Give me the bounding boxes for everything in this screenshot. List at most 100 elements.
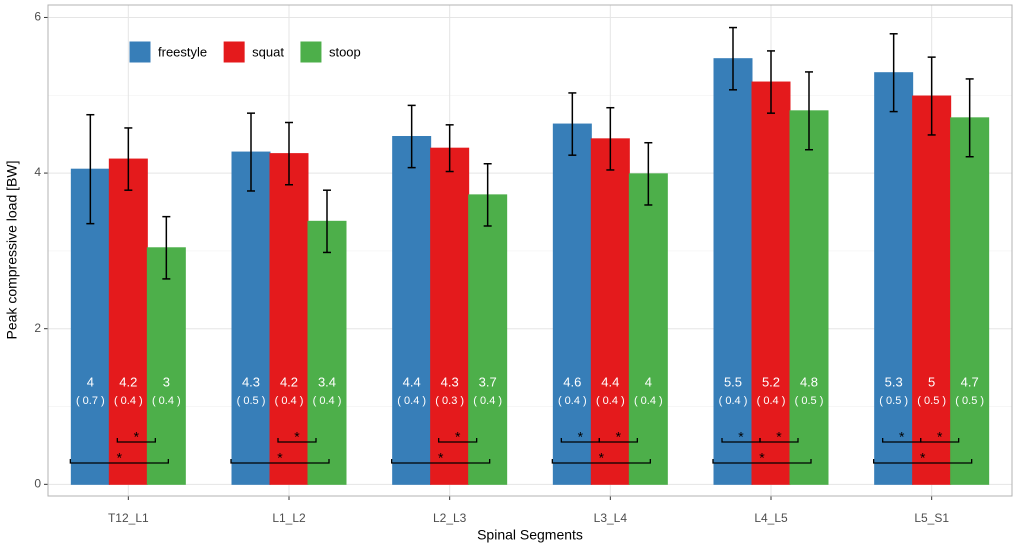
significance-label: *	[616, 429, 622, 445]
bar	[590, 138, 630, 485]
significance-label: *	[738, 429, 744, 445]
significance-bracket	[551, 459, 651, 464]
significance-label: *	[117, 450, 123, 466]
significance-bracket	[598, 438, 638, 443]
legend-swatch	[129, 41, 151, 63]
significance-label: *	[578, 429, 584, 445]
significance-bracket	[69, 459, 169, 464]
value-label: 4.4	[601, 374, 619, 389]
significance-label: *	[277, 450, 283, 466]
significance-bracket	[277, 438, 317, 443]
error-label: ( 0.5 )	[879, 395, 908, 407]
value-label: 3.4	[318, 374, 336, 389]
error-label: ( 0.5 )	[237, 395, 266, 407]
bar	[789, 110, 829, 485]
y-tick-label: 6	[34, 10, 41, 24]
error-label: ( 0.5 )	[795, 395, 824, 407]
value-label: 4.2	[119, 374, 137, 389]
x-tick-label: L4_L5	[754, 511, 788, 525]
significance-bracket	[438, 438, 478, 443]
significance-label: *	[438, 450, 444, 466]
error-label: ( 0.4 )	[634, 395, 663, 407]
significance-label: *	[920, 450, 926, 466]
value-label: 5.3	[885, 374, 903, 389]
value-label: 4.4	[403, 374, 421, 389]
value-label: 4.8	[800, 374, 818, 389]
x-tick-label: T12_L1	[108, 511, 149, 525]
bar	[468, 194, 508, 485]
value-label: 4	[645, 374, 652, 389]
error-label: ( 0.4 )	[152, 395, 181, 407]
bar	[950, 117, 990, 485]
bar	[912, 95, 952, 485]
value-label: 4.7	[961, 374, 979, 389]
error-label: ( 0.4 )	[473, 395, 502, 407]
error-label: ( 0.3 )	[435, 395, 464, 407]
significance-bracket	[116, 438, 156, 443]
significance-bracket	[712, 459, 812, 464]
x-axis-title: Spinal Segments	[477, 527, 583, 543]
bar	[552, 123, 592, 485]
value-label: 4.3	[242, 374, 260, 389]
x-tick-label: L3_L4	[594, 511, 628, 525]
legend-label: stoop	[329, 44, 361, 59]
panel-border	[47, 4, 1013, 497]
significance-label: *	[455, 429, 461, 445]
significance-label: *	[899, 429, 905, 445]
legend-swatch	[223, 41, 245, 63]
legend-label: squat	[252, 44, 284, 59]
value-label: 4	[87, 374, 94, 389]
y-axis-title: Peak compressive load [BW]	[4, 161, 20, 340]
value-label: 4.2	[280, 374, 298, 389]
error-label: ( 0.4 )	[596, 395, 625, 407]
significance-bracket	[759, 438, 799, 443]
error-label: ( 0.4 )	[313, 395, 342, 407]
y-tick-label: 2	[34, 321, 41, 335]
bar	[392, 136, 432, 485]
y-tick-label: 0	[34, 476, 41, 490]
value-label: 3	[163, 374, 170, 389]
error-label: ( 0.4 )	[114, 395, 143, 407]
significance-label: *	[134, 429, 140, 445]
value-label: 5.2	[762, 374, 780, 389]
significance-label: *	[776, 429, 782, 445]
value-label: 4.6	[563, 374, 581, 389]
value-label: 5.5	[724, 374, 742, 389]
error-label: ( 0.4 )	[757, 395, 786, 407]
significance-label: *	[937, 429, 943, 445]
bar	[751, 81, 791, 485]
bar	[307, 220, 347, 485]
error-label: ( 0.5 )	[917, 395, 946, 407]
value-label: 5	[928, 374, 935, 389]
bar	[108, 158, 148, 485]
x-tick-label: L1_L2	[272, 511, 306, 525]
error-label: ( 0.4 )	[719, 395, 748, 407]
bar	[874, 72, 914, 485]
error-label: ( 0.4 )	[558, 395, 587, 407]
bar	[231, 151, 271, 485]
significance-bracket	[391, 459, 491, 464]
significance-label: *	[759, 450, 765, 466]
significance-bracket	[920, 438, 960, 443]
legend-swatch	[300, 41, 322, 63]
bar	[430, 147, 470, 485]
y-tick-label: 4	[34, 165, 41, 179]
significance-bracket	[873, 459, 973, 464]
x-tick-label: L5_S1	[914, 511, 949, 525]
significance-label: *	[294, 429, 300, 445]
value-label: 4.3	[441, 374, 459, 389]
bar	[269, 153, 309, 485]
bar	[628, 173, 668, 485]
value-label: 3.7	[479, 374, 497, 389]
legend-label: freestyle	[158, 44, 207, 59]
bar	[713, 58, 753, 485]
x-tick-label: L2_L3	[433, 511, 467, 525]
error-label: ( 0.4 )	[397, 395, 426, 407]
bar	[146, 247, 186, 485]
error-label: ( 0.5 )	[955, 395, 984, 407]
significance-label: *	[599, 450, 605, 466]
significance-bracket	[230, 459, 330, 464]
error-label: ( 0.4 )	[275, 395, 304, 407]
error-label: ( 0.7 )	[76, 395, 105, 407]
